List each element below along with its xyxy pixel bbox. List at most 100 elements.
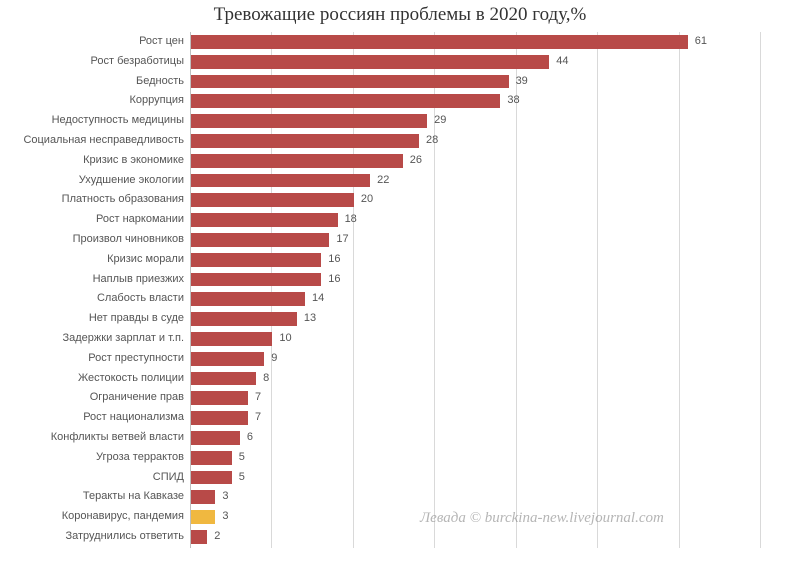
category-label: Ухудшение экологии (79, 171, 184, 191)
chart-container: Тревожащие россиян проблемы в 2020 году,… (0, 0, 800, 563)
value-label: 18 (339, 210, 357, 230)
category-label: Недоступность медицины (52, 111, 184, 131)
category-label: Рост цен (139, 32, 184, 52)
value-label: 13 (298, 309, 316, 329)
value-label: 9 (265, 349, 277, 369)
value-label: 20 (355, 190, 373, 210)
bar (191, 372, 256, 386)
category-label: Кризис в экономике (83, 151, 184, 171)
value-label: 5 (233, 448, 245, 468)
bar-row: Наплыв приезжих16 (190, 270, 760, 290)
gridline (760, 32, 761, 548)
bar-row: Социальная несправедливость28 (190, 131, 760, 151)
value-label: 3 (216, 487, 228, 507)
value-label: 7 (249, 388, 261, 408)
value-label: 44 (550, 52, 568, 72)
category-label: Теракты на Кавказе (83, 487, 184, 507)
bar (191, 55, 549, 69)
category-label: Социальная несправедливость (23, 131, 184, 151)
bar-row: Затруднились ответить2 (190, 527, 760, 547)
bar (191, 253, 321, 267)
value-label: 5 (233, 468, 245, 488)
bar-row: Кризис в экономике26 (190, 151, 760, 171)
category-label: Платность образования (62, 190, 184, 210)
category-label: Кризис морали (107, 250, 184, 270)
bar-row: Недоступность медицины29 (190, 111, 760, 131)
value-label: 8 (257, 369, 269, 389)
category-label: Нет правды в суде (89, 309, 184, 329)
bar (191, 114, 427, 128)
bar-row: Кризис морали16 (190, 250, 760, 270)
bar (191, 411, 248, 425)
bar (191, 154, 403, 168)
bar-row: Платность образования20 (190, 190, 760, 210)
value-label: 22 (371, 171, 389, 191)
bar-row: СПИД5 (190, 468, 760, 488)
category-label: Конфликты ветвей власти (51, 428, 184, 448)
bar (191, 510, 215, 524)
category-label: Наплыв приезжих (93, 270, 184, 290)
value-label: 17 (330, 230, 348, 250)
bar-row: Слабость власти14 (190, 289, 760, 309)
value-label: 29 (428, 111, 446, 131)
category-label: Рост наркомании (96, 210, 184, 230)
value-label: 7 (249, 408, 261, 428)
category-label: Произвол чиновников (73, 230, 184, 250)
category-label: Задержки зарплат и т.п. (63, 329, 185, 349)
category-label: Бедность (136, 72, 184, 92)
value-label: 28 (420, 131, 438, 151)
bar-row: Рост цен61 (190, 32, 760, 52)
category-label: Ограничение прав (90, 388, 184, 408)
category-label: Рост национализма (83, 408, 184, 428)
bar-row: Рост национализма7 (190, 408, 760, 428)
bar-row: Конфликты ветвей власти6 (190, 428, 760, 448)
bar (191, 213, 338, 227)
bar (191, 490, 215, 504)
category-label: Жестокость полиции (78, 369, 184, 389)
bar-row: Жестокость полиции8 (190, 369, 760, 389)
value-label: 39 (510, 72, 528, 92)
chart-plot-area: Рост цен61Рост безработицы44Бедность39Ко… (190, 32, 760, 548)
value-label: 6 (241, 428, 253, 448)
value-label: 16 (322, 250, 340, 270)
bar-row: Ухудшение экологии22 (190, 171, 760, 191)
bar-row: Ограничение прав7 (190, 388, 760, 408)
value-label: 16 (322, 270, 340, 290)
value-label: 2 (208, 527, 220, 547)
chart-title: Тревожащие россиян проблемы в 2020 году,… (0, 4, 800, 26)
bar (191, 352, 264, 366)
bar (191, 530, 207, 544)
bar (191, 174, 370, 188)
value-label: 14 (306, 289, 324, 309)
category-label: Угроза террактов (96, 448, 184, 468)
category-label: Коррупция (130, 91, 185, 111)
y-axis-line (190, 32, 191, 548)
bar (191, 431, 240, 445)
bar-row: Бедность39 (190, 72, 760, 92)
bar (191, 332, 272, 346)
category-label: Коронавирус, пандемия (62, 507, 184, 527)
bar (191, 292, 305, 306)
bar-row: Угроза террактов5 (190, 448, 760, 468)
bar-row: Рост безработицы44 (190, 52, 760, 72)
category-label: Слабость власти (97, 289, 184, 309)
bar-row: Рост преступности9 (190, 349, 760, 369)
bar (191, 312, 297, 326)
bar (191, 451, 232, 465)
bar-row: Задержки зарплат и т.п.10 (190, 329, 760, 349)
value-label: 38 (501, 91, 519, 111)
bar-row: Коррупция38 (190, 91, 760, 111)
bar-row: Теракты на Кавказе3 (190, 487, 760, 507)
bar-row: Рост наркомании18 (190, 210, 760, 230)
category-label: СПИД (153, 468, 184, 488)
bar (191, 233, 329, 247)
bar (191, 35, 688, 49)
bar (191, 134, 419, 148)
bar-row: Нет правды в суде13 (190, 309, 760, 329)
bar (191, 193, 354, 207)
value-label: 61 (689, 32, 707, 52)
category-label: Затруднились ответить (65, 527, 184, 547)
bar-row: Коронавирус, пандемия3 (190, 507, 760, 527)
category-label: Рост преступности (88, 349, 184, 369)
bar-row: Произвол чиновников17 (190, 230, 760, 250)
